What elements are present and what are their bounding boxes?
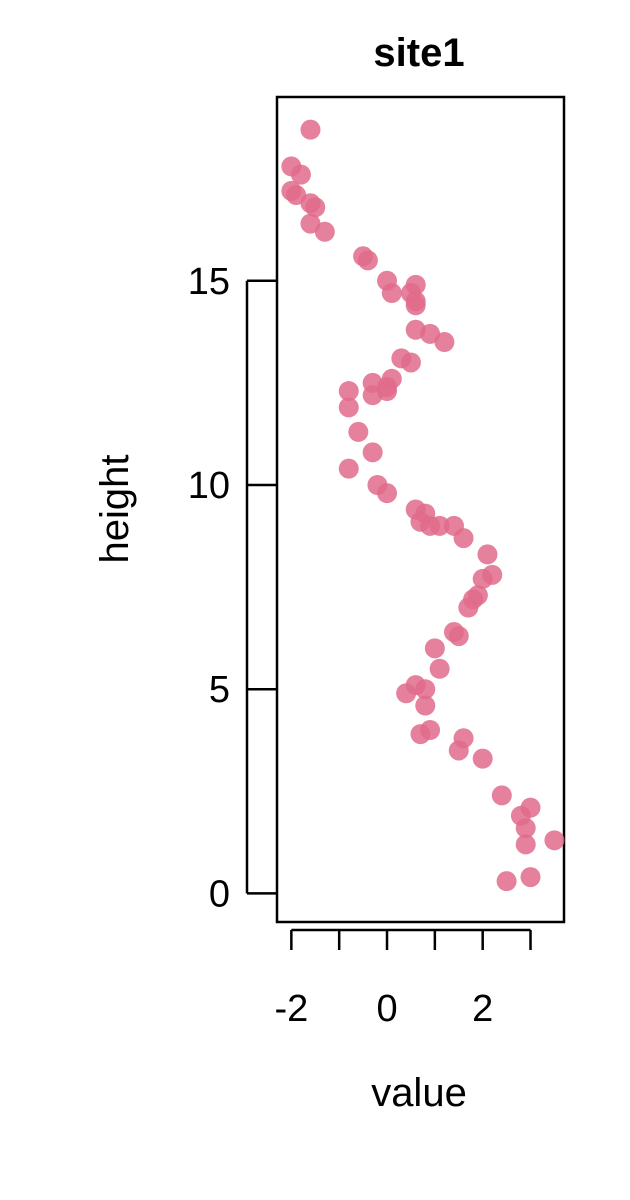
- x-axis: -2 0 2: [274, 928, 532, 1030]
- data-point: [357, 250, 378, 271]
- data-point: [400, 352, 421, 373]
- y-tick-label: 10: [188, 465, 230, 507]
- data-point: [415, 695, 436, 716]
- data-point: [314, 221, 335, 242]
- data-point: [448, 740, 469, 761]
- data-point: [362, 442, 383, 463]
- chart-title: site1: [373, 31, 464, 75]
- y-axis: 0 5 10 15: [188, 261, 277, 915]
- data-point: [515, 834, 536, 855]
- data-point: [429, 515, 450, 536]
- data-point: [544, 830, 565, 851]
- data-point: [415, 679, 436, 700]
- data-point: [381, 283, 402, 304]
- y-tick-label: 5: [209, 669, 230, 711]
- data-point: [477, 544, 498, 565]
- data-point: [290, 164, 311, 185]
- data-point: [348, 421, 369, 442]
- x-tick-label: 2: [472, 988, 493, 1030]
- data-point: [429, 658, 450, 679]
- data-point: [338, 397, 359, 418]
- data-point: [453, 528, 474, 549]
- data-point: [410, 724, 431, 745]
- data-point: [496, 871, 517, 892]
- plot-frame: [275, 95, 566, 924]
- data-point: [405, 295, 426, 316]
- x-tick-label: -2: [274, 988, 308, 1030]
- data-point: [458, 597, 479, 618]
- data-point: [491, 785, 512, 806]
- x-tick-label: 0: [376, 988, 397, 1030]
- data-point: [396, 683, 417, 704]
- data-point: [305, 197, 326, 218]
- data-point: [434, 332, 455, 353]
- data-point: [300, 119, 321, 140]
- data-point: [338, 381, 359, 402]
- data-point: [472, 568, 493, 589]
- data-point: [448, 626, 469, 647]
- data-point: [520, 867, 541, 888]
- data-point: [338, 458, 359, 479]
- data-point: [377, 483, 398, 504]
- y-axis-label: height: [93, 455, 137, 564]
- points-layer: [281, 119, 565, 892]
- data-point: [377, 381, 398, 402]
- data-point: [424, 638, 445, 659]
- y-tick-label: 0: [209, 873, 230, 915]
- x-axis-label: value: [371, 1071, 467, 1115]
- y-tick-label: 15: [188, 261, 230, 303]
- data-point: [472, 748, 493, 769]
- data-point: [515, 818, 536, 839]
